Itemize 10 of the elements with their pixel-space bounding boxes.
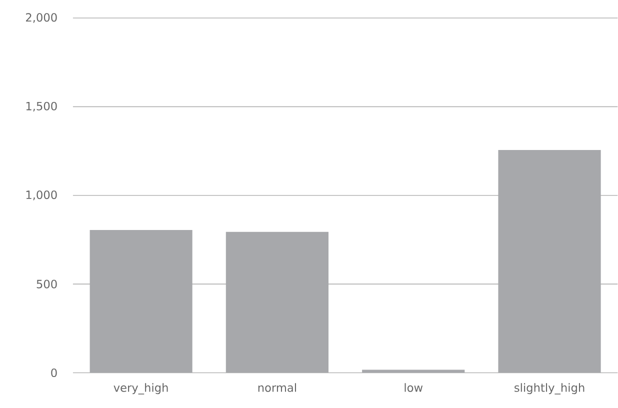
y-tick-label: 1,000 (26, 190, 57, 200)
x-tick-label: normal (258, 383, 296, 392)
x-tick-label: slightly_high (514, 383, 584, 395)
bar (362, 370, 465, 373)
y-tick-label: 2,000 (26, 13, 57, 23)
x-tick-label: low (404, 383, 423, 392)
y-tick-label: 0 (51, 368, 57, 378)
y-tick-label: 500 (36, 280, 57, 288)
y-tick-label: 1,500 (26, 102, 57, 112)
x-tick-label: very_high (114, 383, 168, 395)
